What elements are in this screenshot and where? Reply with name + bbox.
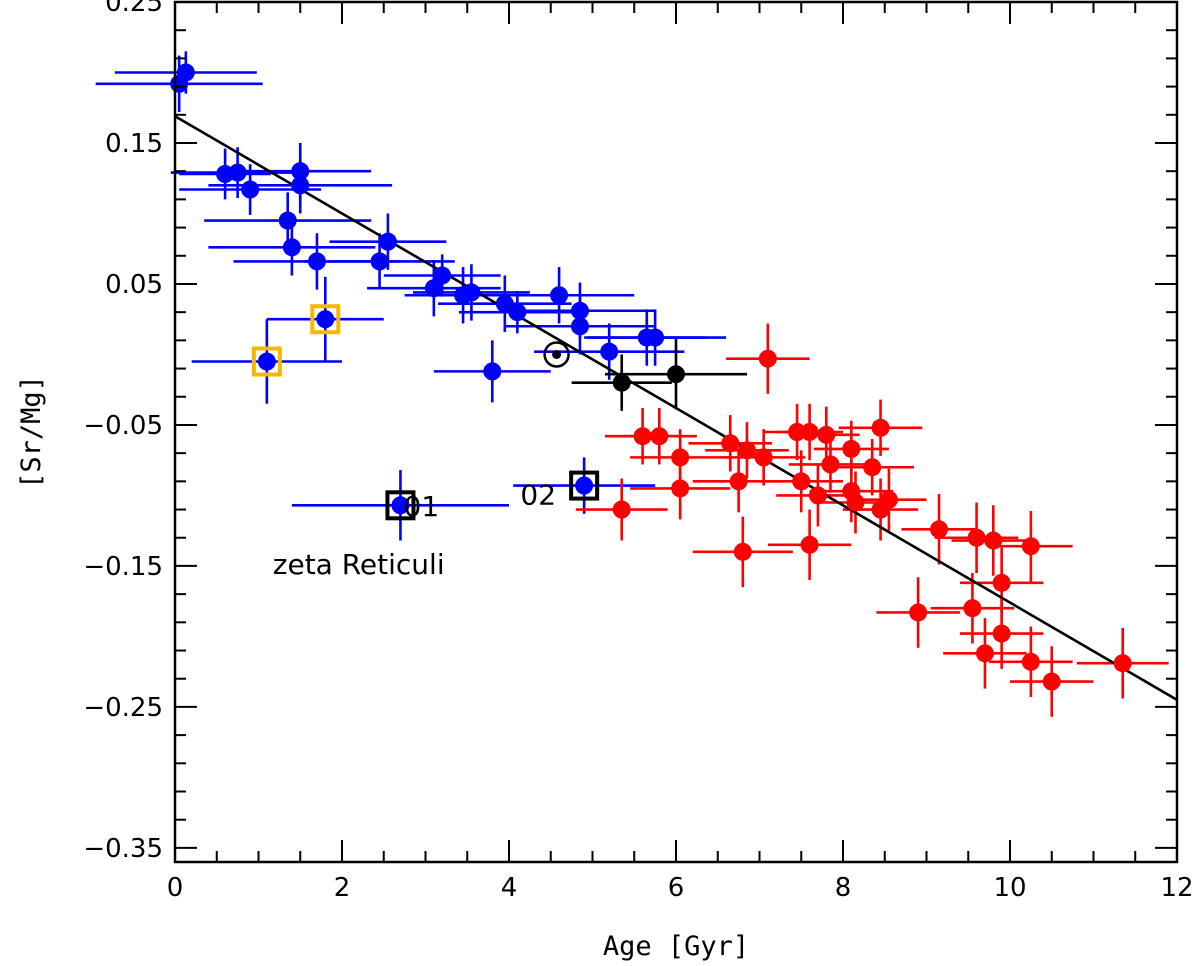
data-point <box>846 493 865 512</box>
data-point <box>570 317 589 336</box>
highlight-box <box>310 304 341 335</box>
data-point <box>792 472 811 491</box>
annotations-layer: 01 zeta Reticuli 02 <box>273 479 556 581</box>
fit-line <box>174 115 1178 701</box>
sun-ring <box>543 341 570 368</box>
data-point <box>1021 652 1040 671</box>
data-point <box>370 252 389 271</box>
data-point <box>975 644 994 663</box>
data-point <box>800 423 819 441</box>
data-point <box>729 472 748 491</box>
data-point <box>788 423 807 441</box>
data-point <box>282 238 301 257</box>
y-tick-label: −0.25 <box>83 693 163 723</box>
annotation-label: 02 <box>520 479 556 512</box>
fit-line-layer <box>174 115 1178 701</box>
data-points-layer <box>170 63 1132 691</box>
data-point <box>612 373 631 392</box>
data-point <box>909 603 928 622</box>
data-point <box>424 279 443 298</box>
data-point <box>257 352 276 371</box>
data-point <box>967 528 986 547</box>
data-point <box>291 176 310 195</box>
data-point <box>508 303 527 322</box>
data-point <box>291 162 310 181</box>
data-point <box>612 500 631 519</box>
data-point <box>733 542 752 561</box>
data-point <box>278 211 297 230</box>
x-tick-label: 12 <box>1160 873 1193 903</box>
data-point <box>570 301 589 320</box>
sun-center-dot <box>552 349 562 359</box>
data-point <box>176 63 195 82</box>
data-point <box>671 448 690 467</box>
y-tick-label: −0.35 <box>83 834 163 864</box>
data-point <box>871 418 890 437</box>
x-axis-title: Age [Gyr] <box>603 931 749 962</box>
x-tick-label: 6 <box>668 873 685 903</box>
y-tick-label: −0.15 <box>83 552 163 582</box>
data-point <box>316 310 335 329</box>
data-point <box>758 349 777 368</box>
highlight-boxes-layer <box>251 304 600 521</box>
highlight-box <box>569 470 600 501</box>
data-point <box>483 362 502 381</box>
data-point <box>721 434 740 453</box>
data-point <box>737 441 756 460</box>
data-point <box>391 496 410 515</box>
data-point <box>842 439 861 458</box>
data-point <box>992 573 1011 592</box>
data-point <box>930 520 949 539</box>
data-point <box>821 455 840 474</box>
y-axis-title: [Sr/Mg] <box>16 375 47 489</box>
data-point <box>650 427 669 446</box>
x-tick-label: 0 <box>167 873 184 903</box>
y-tick-label: 0.05 <box>105 270 163 300</box>
tick-labels-layer: 0 2 4 6 8 10 12−0.35−0.25−0.15−0.050.050.150.2… <box>83 0 1193 903</box>
data-point <box>879 490 898 509</box>
data-point <box>241 180 260 199</box>
data-point <box>817 425 836 444</box>
highlight-box <box>251 346 282 377</box>
data-point <box>646 328 665 347</box>
x-tick-label: 8 <box>835 873 852 903</box>
data-point <box>1042 672 1061 691</box>
data-point <box>808 486 827 505</box>
data-point <box>433 266 452 285</box>
data-point <box>984 531 1003 550</box>
data-point <box>600 342 619 361</box>
annotation-label: 01 <box>404 490 440 523</box>
data-point <box>863 458 882 477</box>
data-point <box>550 286 569 305</box>
data-point <box>992 624 1011 643</box>
data-point <box>575 476 594 495</box>
data-point <box>800 535 819 554</box>
data-point <box>1021 537 1040 556</box>
plot-frame <box>173 0 1179 864</box>
data-point <box>1113 654 1132 673</box>
x-tick-label: 2 <box>334 873 351 903</box>
sun-symbol-layer <box>543 341 570 368</box>
y-tick-label: −0.05 <box>83 411 163 441</box>
highlight-box <box>385 490 416 521</box>
y-tick-label: 0.25 <box>105 0 163 18</box>
data-point <box>633 427 652 446</box>
x-tick-label: 10 <box>993 873 1026 903</box>
x-tick-label: 4 <box>501 873 518 903</box>
data-point <box>307 252 326 271</box>
data-point <box>667 365 685 384</box>
data-point <box>754 448 773 467</box>
annotation-label: zeta Reticuli <box>273 548 445 581</box>
error-bars-layer <box>95 51 1169 717</box>
data-point <box>671 479 690 498</box>
data-point <box>462 283 481 302</box>
data-point <box>378 232 397 251</box>
y-tick-label: 0.15 <box>105 129 163 159</box>
data-point <box>963 599 982 618</box>
axis-ticks-layer <box>174 1 1178 862</box>
data-point <box>228 163 247 182</box>
